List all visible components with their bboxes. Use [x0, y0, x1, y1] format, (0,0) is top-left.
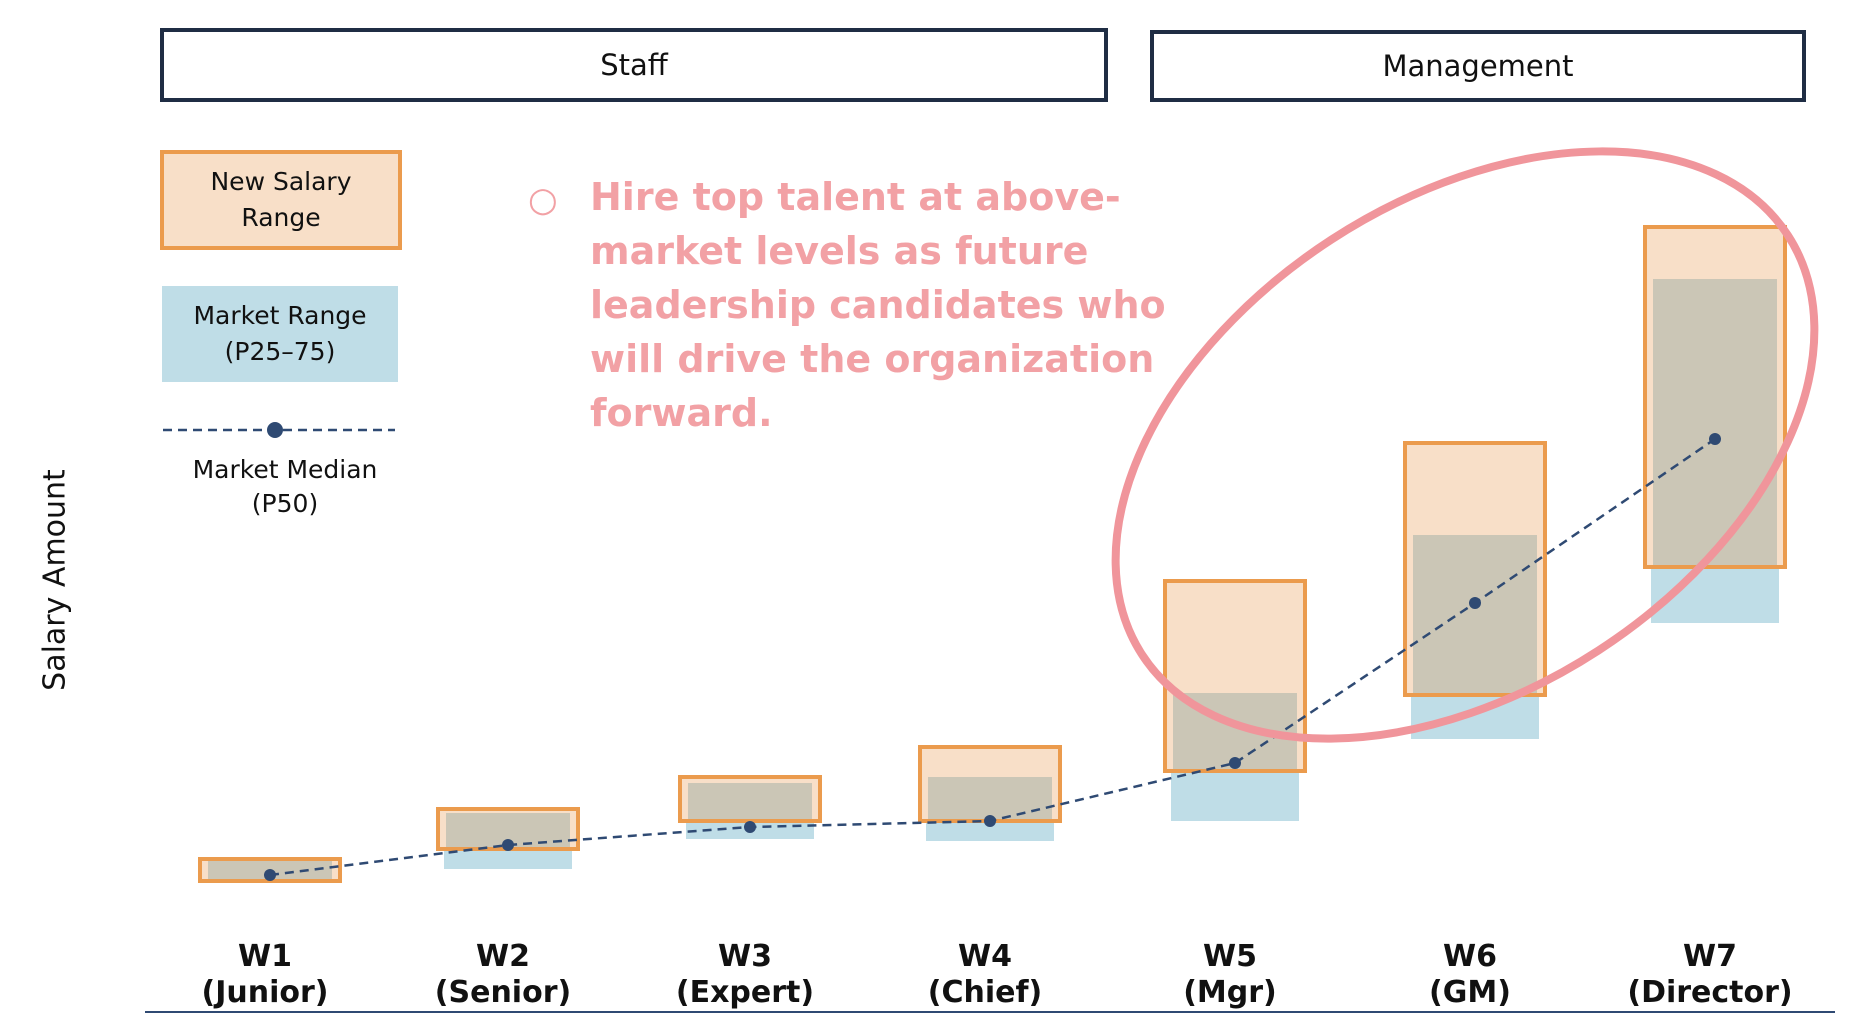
- x-tick-label-w5: W5 (Mgr): [1183, 939, 1277, 1010]
- x-tick-role: (GM): [1429, 975, 1511, 1010]
- x-tick-role: (Junior): [202, 975, 329, 1010]
- market-median-point-w5: [1229, 757, 1241, 769]
- x-tick-grade: W3: [718, 939, 772, 974]
- x-tick-role: (Expert): [676, 975, 814, 1010]
- legend-market-range-swatch: Market Range (P25–75): [162, 286, 398, 382]
- new-salary-range-border-w6: [1403, 441, 1547, 697]
- x-tick-grade: W1: [238, 939, 292, 974]
- legend-market-median-line1: Market Median: [192, 455, 378, 484]
- staff-group-label: Staff: [600, 48, 668, 82]
- x-tick-label-w6: W6 (GM): [1429, 939, 1511, 1010]
- new-salary-range-border-w5: [1163, 579, 1307, 773]
- x-tick-role: (Senior): [435, 975, 571, 1010]
- market-median-point-w1: [264, 869, 276, 881]
- x-tick-label-w4: W4 (Chief): [928, 939, 1042, 1010]
- market-median-point-w4: [984, 815, 996, 827]
- range-overlap-w3: [688, 783, 812, 821]
- market-median-point-w7: [1709, 433, 1721, 445]
- management-group-label: Management: [1382, 49, 1574, 83]
- x-tick-grade: W7: [1683, 939, 1737, 974]
- range-overlap-w6: [1413, 535, 1537, 695]
- x-tick-grade: W5: [1203, 939, 1257, 974]
- legend-market-median-label: Market Median (P50): [160, 453, 410, 521]
- x-tick-label-w2: W2 (Senior): [435, 939, 571, 1010]
- legend-new-salary-label: New Salary Range: [210, 167, 352, 232]
- range-overlap-w4: [928, 777, 1052, 821]
- x-tick-role: (Chief): [928, 975, 1042, 1010]
- x-tick-role: (Director): [1627, 975, 1792, 1010]
- range-overlap-w7: [1653, 279, 1777, 567]
- x-tick-grade: W4: [958, 939, 1012, 974]
- chart-marks: [145, 147, 1835, 1013]
- callout-bullet-icon: ○: [528, 180, 558, 220]
- legend-new-salary-swatch: New Salary Range: [160, 150, 402, 250]
- staff-group-header: Staff: [160, 28, 1108, 102]
- x-tick-role: (Mgr): [1183, 975, 1277, 1010]
- x-tick-label-w1: W1 (Junior): [202, 939, 329, 1010]
- x-tick-grade: W6: [1443, 939, 1497, 974]
- legend-market-range-sublabel: (P25–75): [224, 337, 336, 366]
- highlight-ellipse: [1111, 147, 1819, 743]
- legend-market-range-label: Market Range: [193, 301, 367, 330]
- new-salary-range-border-w7: [1643, 225, 1787, 569]
- market-median-point-w6: [1469, 597, 1481, 609]
- management-group-header: Management: [1150, 30, 1806, 102]
- x-tick-label-w7: W7 (Director): [1627, 939, 1792, 1010]
- x-axis-labels: W1 (Junior)W2 (Senior)W3 (Expert)W4 (Chief)W…: [202, 939, 1793, 1010]
- x-tick-label-w3: W3 (Expert): [676, 939, 814, 1010]
- x-tick-grade: W2: [476, 939, 530, 974]
- callout-text: Hire top talent at above-market levels a…: [590, 175, 1166, 435]
- legend-median-point: [267, 422, 283, 438]
- market-median-point-w3: [744, 821, 756, 833]
- legend-market-median-line2: (P50): [251, 489, 319, 518]
- market-median-point-w2: [502, 839, 514, 851]
